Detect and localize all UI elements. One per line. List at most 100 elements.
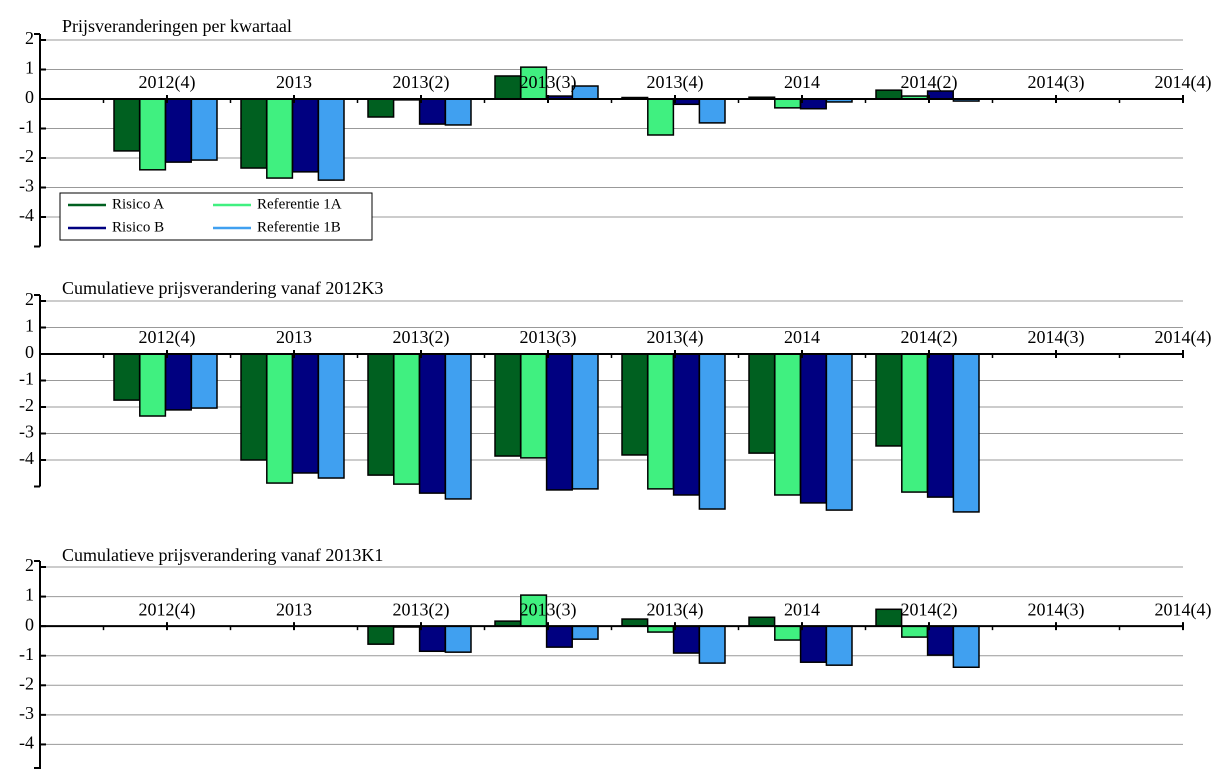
y-tick-label: -3 [19,703,34,723]
x-tick-label: 2014(4) [1155,72,1212,93]
bar [367,625,395,645]
bar [875,89,903,100]
bar [952,625,980,668]
bar [418,98,446,125]
bar [901,353,929,493]
bar [444,353,472,500]
y-tick-label: 0 [25,342,34,362]
bar [952,353,980,513]
y-tick-label: -3 [19,176,34,196]
x-tick-label: 2014(2) [901,599,958,620]
bar [571,353,599,490]
bar [774,625,802,641]
bar [139,98,167,171]
bar [647,353,675,490]
x-tick-label: 2013(2) [393,72,450,93]
bar [317,353,345,479]
x-tick-label: 2014 [784,599,820,619]
y-tick-label: -1 [19,117,34,137]
y-tick-label: 0 [25,614,34,634]
legend-box [59,192,373,241]
bar [647,98,675,136]
y-tick-label: -1 [19,369,34,389]
bar [240,353,268,461]
bar [139,353,167,417]
bar [367,98,395,118]
y-tick-label: -1 [19,644,34,664]
bar [418,625,446,653]
x-tick-label: 2014 [784,72,820,92]
x-tick-label: 2013(4) [647,327,704,348]
x-tick-label: 2014(4) [1155,327,1212,348]
y-tick-label: -2 [19,673,34,693]
y-tick-label: -3 [19,422,34,442]
x-tick-label: 2014(2) [901,72,958,93]
y-tick-label: 1 [25,585,34,605]
bar [774,98,802,109]
bar [164,98,192,163]
bar [164,353,192,411]
bar [926,353,954,498]
bar [799,625,827,663]
chart-title: Cumulatieve prijsverandering vanaf 2012K… [62,278,383,298]
bar [266,353,294,484]
bar [520,353,548,459]
x-tick-label: 2014(3) [1028,72,1085,93]
chart-title: Prijsveranderingen per kwartaal [62,16,292,36]
x-tick-label: 2013(4) [647,72,704,93]
bar [825,353,853,511]
bar [494,75,522,100]
bar [113,353,141,401]
bar [571,625,599,640]
bar [545,353,573,491]
x-tick-label: 2012(4) [139,599,196,620]
bar [748,616,776,627]
bar [875,608,903,627]
bar [113,98,141,152]
bar [926,625,954,656]
bar [926,90,954,100]
bar [367,353,395,476]
x-tick-label: 2013(4) [647,599,704,620]
bar [774,353,802,496]
x-tick-label: 2014(2) [901,327,958,348]
x-tick-label: 2013(2) [393,327,450,348]
bar [672,353,700,496]
bar [545,625,573,648]
y-tick-label: 2 [25,289,34,309]
bar [444,625,472,653]
bar [698,98,726,124]
x-tick-label: 2013 [276,327,312,347]
bar [190,353,218,409]
x-tick-label: 2014(3) [1028,599,1085,620]
y-tick-label: 1 [25,58,34,78]
legend-label: Referentie 1B [257,219,341,235]
bar [291,98,319,173]
bar [418,353,446,494]
bar [875,353,903,447]
y-tick-label: 1 [25,316,34,336]
y-tick-label: 2 [25,28,34,48]
legend-label: Referentie 1A [257,196,342,212]
bar [317,98,345,181]
bar [799,98,827,110]
bar [672,625,700,654]
bar [825,625,853,666]
y-tick-label: -4 [19,205,34,225]
y-tick-label: -2 [19,146,34,166]
bar [520,594,548,627]
y-tick-label: -4 [19,448,34,468]
bar [240,98,268,169]
y-tick-label: 2 [25,555,34,575]
bar [698,353,726,510]
bar [291,353,319,474]
bar [266,98,294,179]
x-tick-label: 2013(3) [520,72,577,93]
bar [190,98,218,161]
x-tick-label: 2014(3) [1028,327,1085,348]
x-tick-label: 2013(2) [393,599,450,620]
bar [698,625,726,664]
y-tick-label: -2 [19,395,34,415]
